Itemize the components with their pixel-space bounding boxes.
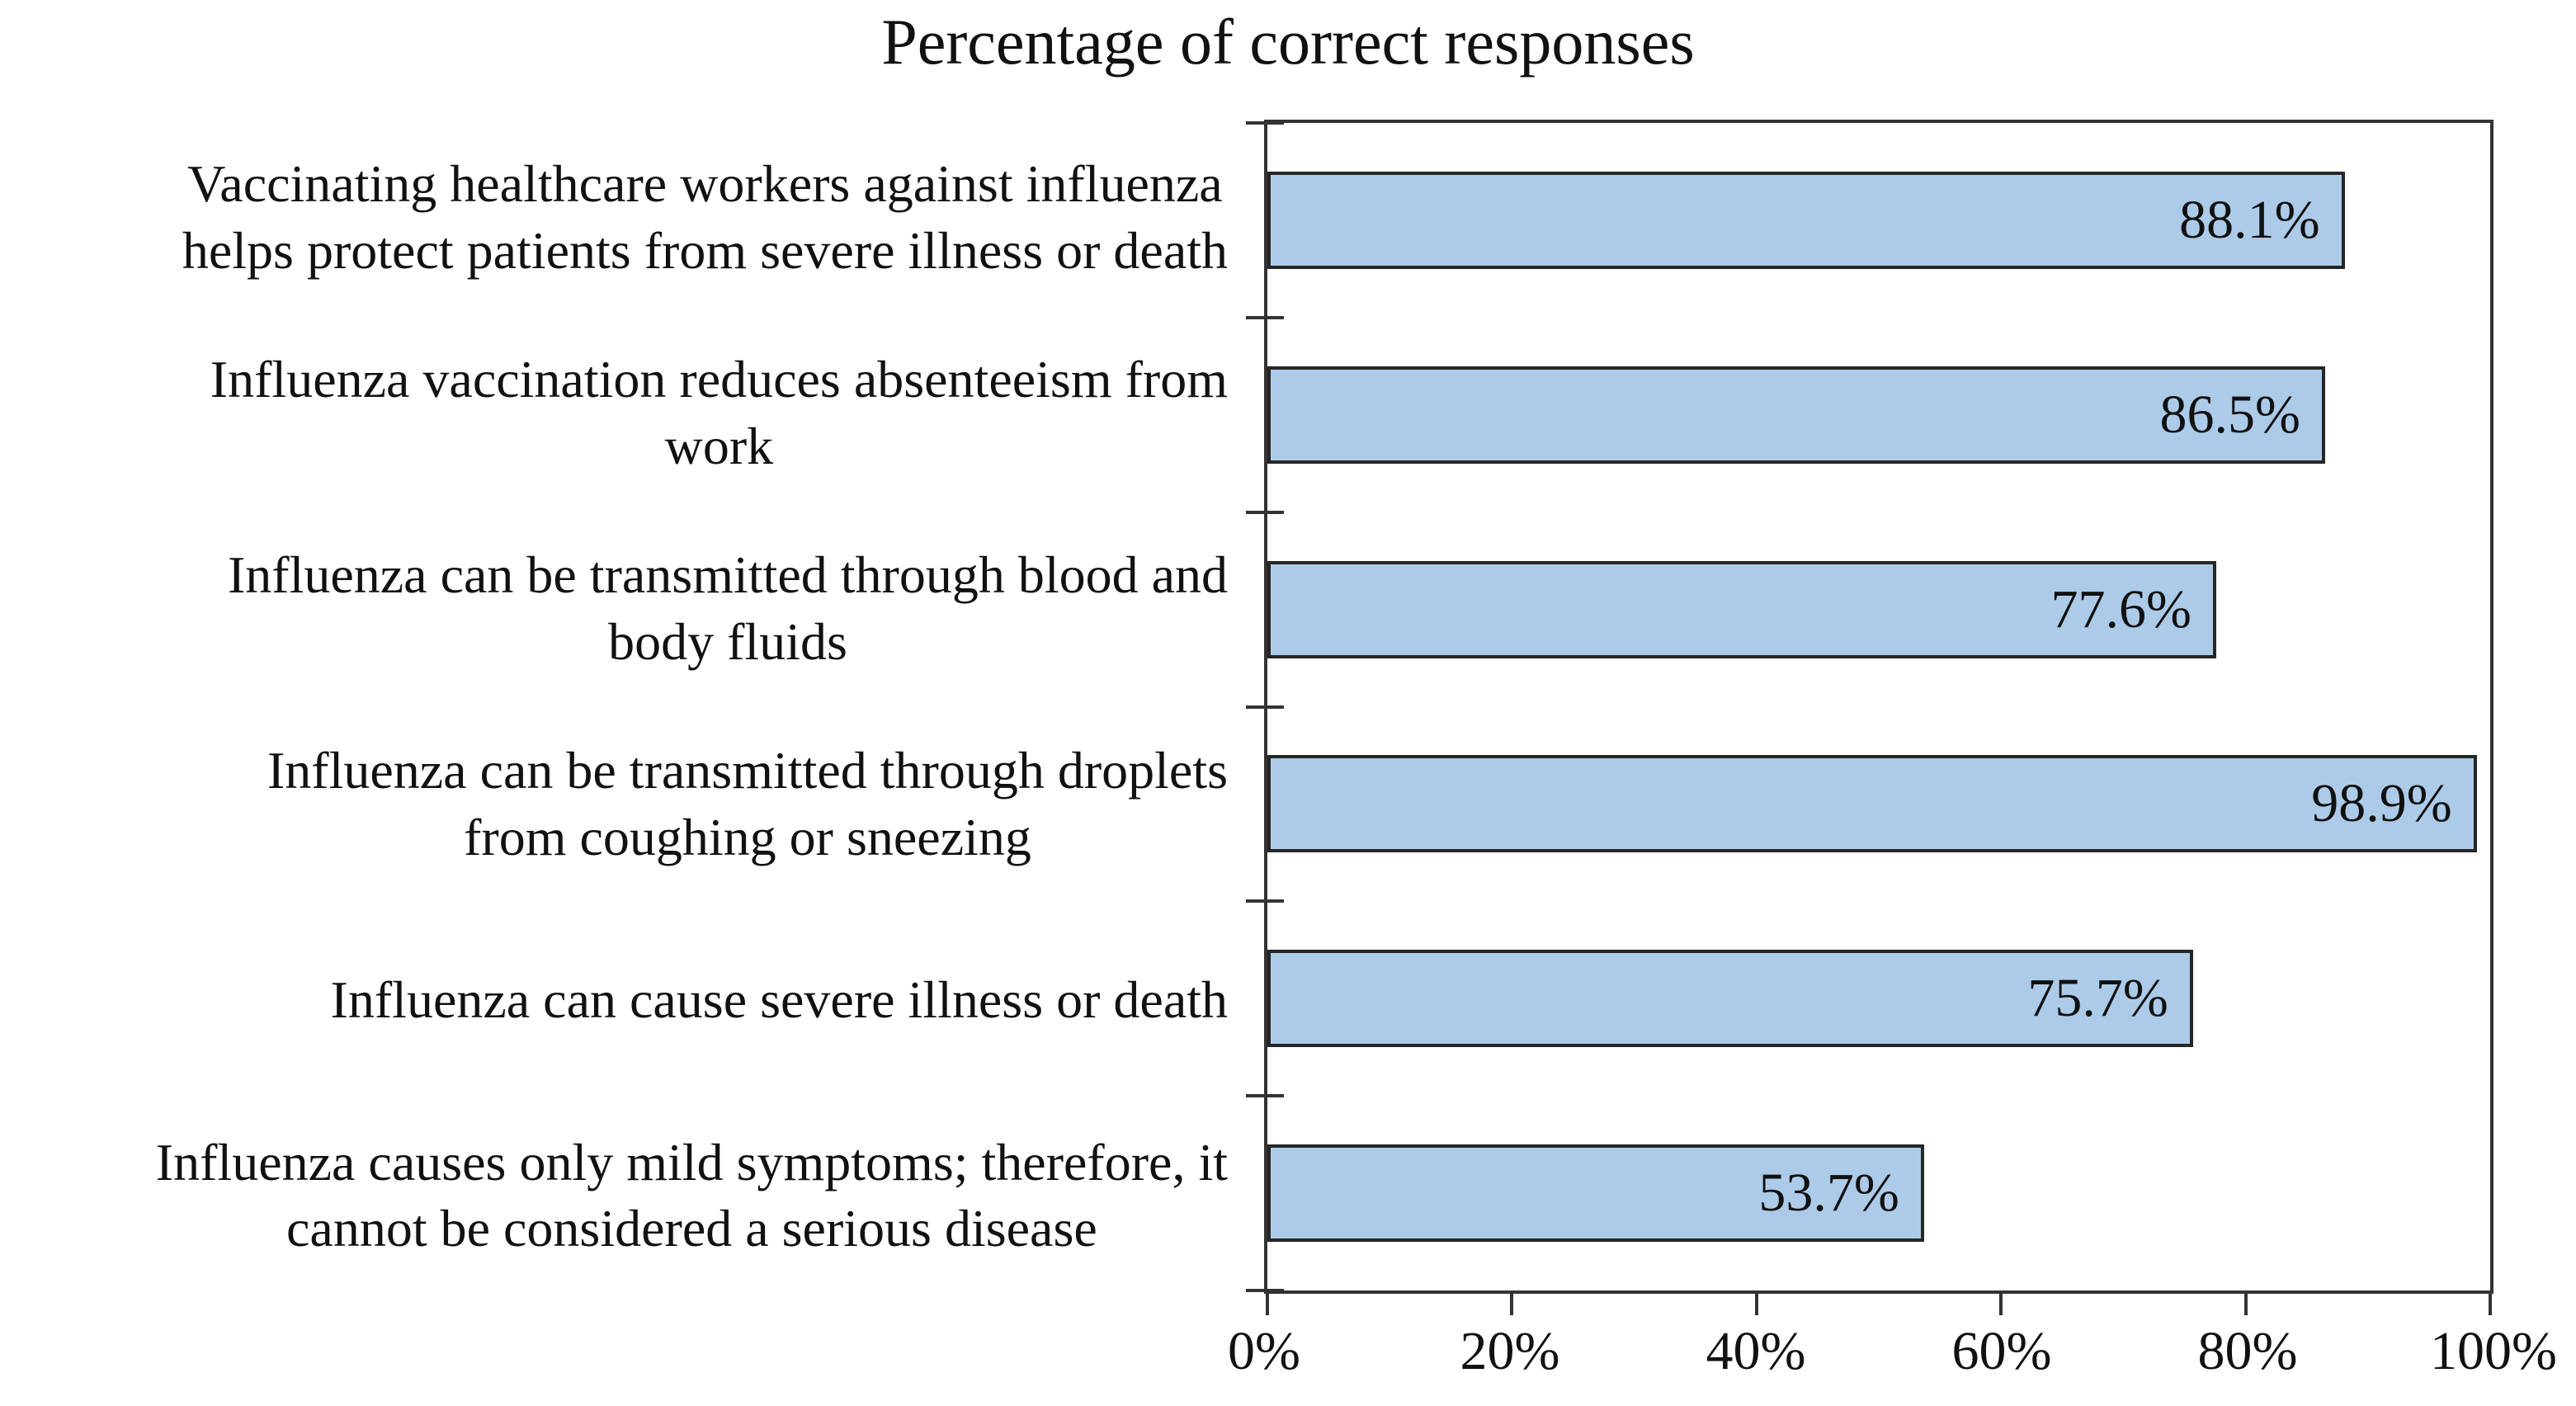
category-labels: Vaccinating healthcare workers against i… — [0, 120, 1228, 1294]
bar-value-label: 88.1% — [2179, 189, 2320, 250]
bar-band: 98.9% — [1267, 706, 2490, 901]
category-label: Influenza can cause severe illness or de… — [331, 903, 1228, 1098]
x-axis-tick-label: 20% — [1460, 1321, 1560, 1381]
bar-value-label: 75.7% — [2027, 968, 2168, 1029]
bar-band: 88.1% — [1267, 123, 2490, 318]
chart-title: Percentage of correct responses — [881, 6, 1695, 78]
x-axis-tick — [1266, 1290, 1269, 1315]
bar: 88.1% — [1267, 171, 2345, 269]
y-axis-tick — [1246, 899, 1284, 904]
bar: 98.9% — [1267, 755, 2477, 853]
category-label-text: Influenza can be transmitted through dro… — [267, 741, 1228, 867]
bar-band: 53.7% — [1267, 1096, 2490, 1290]
bar-value-label: 77.6% — [2050, 578, 2192, 639]
x-axis-tick — [2243, 1290, 2248, 1315]
bar-value-label: 53.7% — [1758, 1163, 1899, 1224]
x-axis-tick — [1999, 1290, 2003, 1315]
category-label-text: Influenza causes only mild symptoms; the… — [155, 1132, 1228, 1258]
category-label-text: Influenza can cause severe illness or de… — [330, 970, 1228, 1029]
y-axis-tick — [1246, 510, 1284, 514]
x-axis-tick — [2489, 1290, 2492, 1315]
category-label-text: Vaccinating healthcare workers against i… — [182, 153, 1228, 280]
bar-value-label: 98.9% — [2311, 773, 2452, 834]
bar: 75.7% — [1267, 950, 2193, 1048]
bar-band: 75.7% — [1267, 901, 2490, 1096]
category-label-text: Influenza can be transmitted through blo… — [227, 545, 1228, 671]
x-axis-tick — [1510, 1290, 1514, 1315]
category-label: Vaccinating healthcare workers against i… — [182, 120, 1228, 315]
bar: 86.5% — [1267, 366, 2325, 464]
x-axis-labels: 0% 20% 40% 60% 80% 100% — [1228, 1320, 2557, 1403]
category-label: Influenza vaccination reduces absenteeis… — [210, 315, 1228, 511]
category-label-text: Influenza vaccination reduces absenteeis… — [210, 350, 1228, 475]
x-axis-tick-label: 60% — [1951, 1321, 2052, 1381]
plot-area: 88.1% 86.5% 77.6% 98.9% 75.7% 53.7% — [1246, 120, 2493, 1315]
category-label: Influenza can be transmitted through blo… — [228, 511, 1228, 706]
y-axis-tick — [1246, 705, 1284, 709]
x-axis-tick — [1754, 1290, 1758, 1315]
y-axis-tick — [1246, 1094, 1284, 1098]
bar: 53.7% — [1267, 1144, 1924, 1243]
category-label: Influenza causes only mild symptoms; the… — [156, 1098, 1228, 1294]
bar-value-label: 86.5% — [2159, 384, 2300, 445]
x-axis-tick-label: 80% — [2197, 1321, 2298, 1381]
y-axis-tick — [1246, 315, 1284, 319]
y-axis-tick — [1246, 121, 1284, 125]
bar-band: 77.6% — [1267, 512, 2490, 707]
bar-band: 86.5% — [1267, 318, 2490, 512]
bar: 77.6% — [1267, 560, 2217, 658]
y-axis-tick — [1246, 1289, 1284, 1292]
x-axis-tick-label: 0% — [1228, 1321, 1300, 1381]
category-label: Influenza can be transmitted through dro… — [267, 707, 1228, 903]
x-axis-tick-label: 40% — [1706, 1321, 1806, 1381]
x-axis-tick-label: 100% — [2430, 1321, 2557, 1381]
